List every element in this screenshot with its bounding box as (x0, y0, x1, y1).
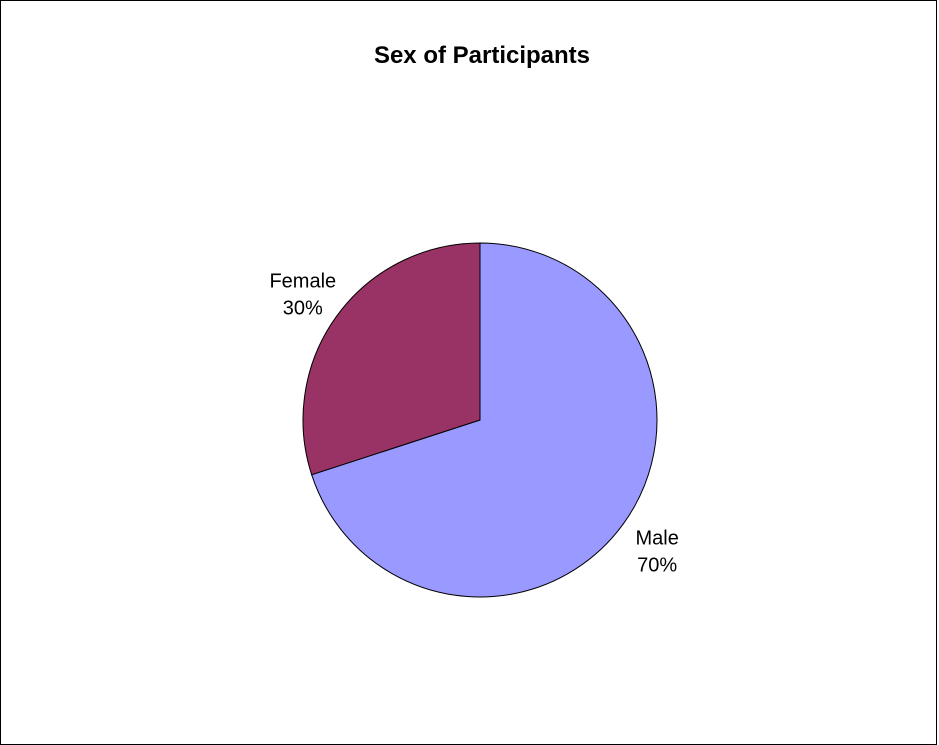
pie-slice-male (311, 242, 658, 598)
slice-value-female: 30% (283, 297, 323, 319)
pie-slices (302, 242, 658, 598)
slice-value-male: 70% (637, 555, 677, 577)
slice-labels: Male 70% Female 30% (269, 270, 678, 576)
pie-slice-female (302, 242, 481, 476)
slice-label-male: Male (635, 528, 678, 550)
slice-label-female: Female (269, 270, 336, 292)
chart-title: Sex of Participants (374, 42, 590, 69)
